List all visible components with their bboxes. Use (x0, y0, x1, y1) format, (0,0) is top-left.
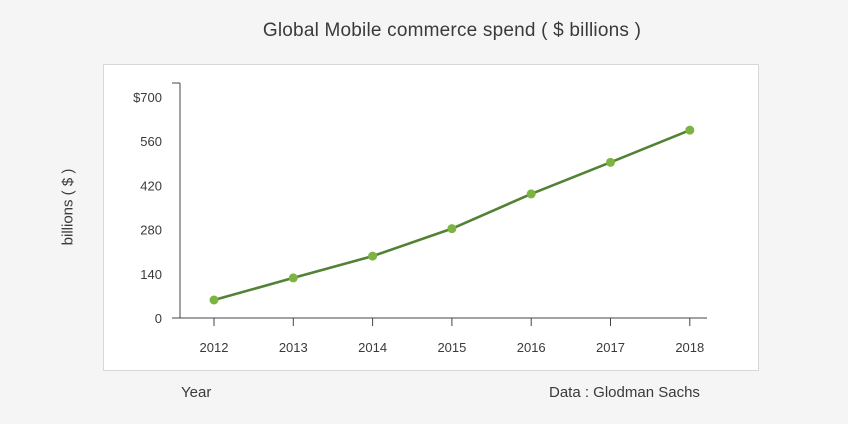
y-tick-label: $700 (133, 90, 162, 105)
source-note: Data : Glodman Sachs (549, 384, 700, 401)
x-axis-label: Year (181, 384, 212, 401)
data-point (209, 295, 219, 305)
x-tick-label: 2012 (200, 340, 229, 355)
y-axis-label: billions ( $ ) (59, 168, 77, 246)
data-point (526, 189, 536, 199)
data-point (368, 251, 378, 261)
plot-area (103, 64, 759, 371)
x-tick-label: 2014 (358, 340, 387, 355)
data-point (288, 273, 298, 283)
y-tick-label: 280 (140, 223, 162, 238)
x-tick-label: 2015 (437, 340, 466, 355)
x-tick-label: 2013 (279, 340, 308, 355)
data-point (447, 224, 457, 234)
chart-title: Global Mobile commerce spend ( $ billion… (262, 20, 642, 41)
y-tick-label: 0 (155, 311, 162, 326)
y-tick-label: 420 (140, 178, 162, 193)
x-tick-label: 2017 (596, 340, 625, 355)
x-tick-label: 2018 (675, 340, 704, 355)
series-line (213, 128, 691, 302)
y-tick-label: 140 (140, 267, 162, 282)
data-point (606, 157, 615, 167)
y-tick-label: 560 (140, 134, 162, 149)
data-point (685, 125, 695, 135)
x-tick-label: 2016 (517, 340, 546, 355)
